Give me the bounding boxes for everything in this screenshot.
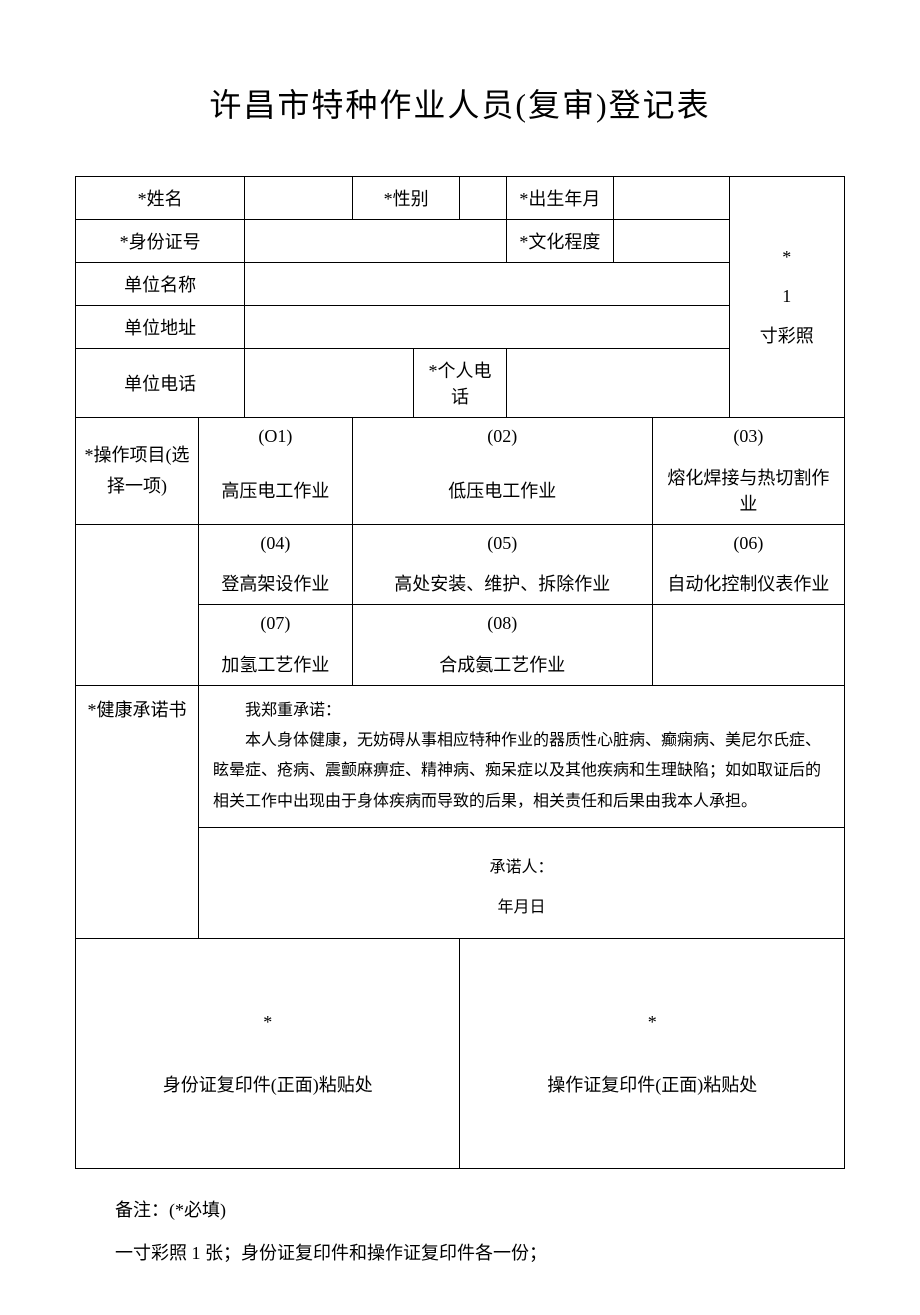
option-07-code: (07) [199, 605, 353, 643]
registration-table: *姓名 *性别 *出生年月 * 1 寸彩照 *身份证号 *文化程度 单位名称 单… [75, 176, 845, 1169]
value-education[interactable] [614, 220, 729, 263]
notes-line2: 一寸彩照 1 张；身份证复印件和操作证复印件各一份； [115, 1232, 845, 1275]
option-03-code: (03) [652, 418, 844, 456]
cert-copy-paste-area: * 操作证复印件(正面)粘贴处 [460, 939, 845, 1169]
notes-line1: 备注：(*必填) [115, 1189, 845, 1232]
option-06-code: (06) [652, 524, 844, 562]
cert-copy-label: 操作证复印件(正面)粘贴处 [466, 1054, 838, 1117]
option-04-label[interactable]: 登高架设作业 [199, 562, 353, 605]
option-05-label[interactable]: 高处安装、维护、拆除作业 [352, 562, 652, 605]
option-05-code: (05) [352, 524, 652, 562]
photo-star: * [736, 238, 838, 278]
option-03-label[interactable]: 熔化焊接与热切割作业 [652, 456, 844, 525]
value-gender[interactable] [460, 177, 506, 220]
label-unit-name: 单位名称 [76, 263, 245, 306]
value-personal-phone[interactable] [506, 349, 844, 418]
health-text: 我郑重承诺： 本人身体健康，无妨碍从事相应特种作业的器质性心脏病、癫痫病、美尼尔… [199, 685, 845, 828]
signature-block: 承诺人： 年月日 [199, 828, 845, 939]
value-unit-phone[interactable] [245, 349, 414, 418]
label-unit-phone: 单位电话 [76, 349, 245, 418]
option-02-label[interactable]: 低压电工作业 [352, 456, 652, 525]
option-empty-label [652, 643, 844, 686]
page-title: 许昌市特种作业人员(复审)登记表 [75, 80, 845, 126]
label-education: *文化程度 [506, 220, 614, 263]
label-gender: *性别 [352, 177, 460, 220]
option-08-code: (08) [352, 605, 652, 643]
label-name: *姓名 [76, 177, 245, 220]
label-personal-phone: *个人电话 [414, 349, 506, 418]
paste-star-right: * [466, 991, 838, 1054]
option-01-code: (O1) [199, 418, 353, 456]
option-02-code: (02) [352, 418, 652, 456]
id-copy-paste-area: * 身份证复印件(正面)粘贴处 [76, 939, 460, 1169]
operation-item-blank [76, 524, 199, 685]
photo-one: 1 [736, 277, 838, 317]
value-unit-name[interactable] [245, 263, 729, 306]
option-07-label[interactable]: 加氢工艺作业 [199, 643, 353, 686]
label-health: *健康承诺书 [76, 685, 199, 939]
option-08-label[interactable]: 合成氨工艺作业 [352, 643, 652, 686]
label-birth: *出生年月 [506, 177, 614, 220]
paste-star-left: * [82, 991, 453, 1054]
label-operation-item: *操作项目(选择一项) [76, 418, 199, 525]
label-id-number: *身份证号 [76, 220, 245, 263]
health-body: 本人身体健康，无妨碍从事相应特种作业的器质性心脏病、癫痫病、美尼尔氏症、眩晕症、… [213, 726, 830, 817]
option-06-label[interactable]: 自动化控制仪表作业 [652, 562, 844, 605]
option-01-label[interactable]: 高压电工作业 [199, 456, 353, 525]
label-unit-address: 单位地址 [76, 306, 245, 349]
option-empty-code [652, 605, 844, 643]
notes-section: 备注：(*必填) 一寸彩照 1 张；身份证复印件和操作证复印件各一份； [75, 1189, 845, 1275]
option-04-code: (04) [199, 524, 353, 562]
value-unit-address[interactable] [245, 306, 729, 349]
signer-label: 承诺人： [213, 848, 830, 888]
date-label: 年月日 [213, 888, 830, 928]
value-name[interactable] [245, 177, 353, 220]
id-copy-label: 身份证复印件(正面)粘贴处 [82, 1054, 453, 1117]
value-id-number[interactable] [245, 220, 506, 263]
value-birth[interactable] [614, 177, 729, 220]
health-intro: 我郑重承诺： [213, 696, 830, 726]
